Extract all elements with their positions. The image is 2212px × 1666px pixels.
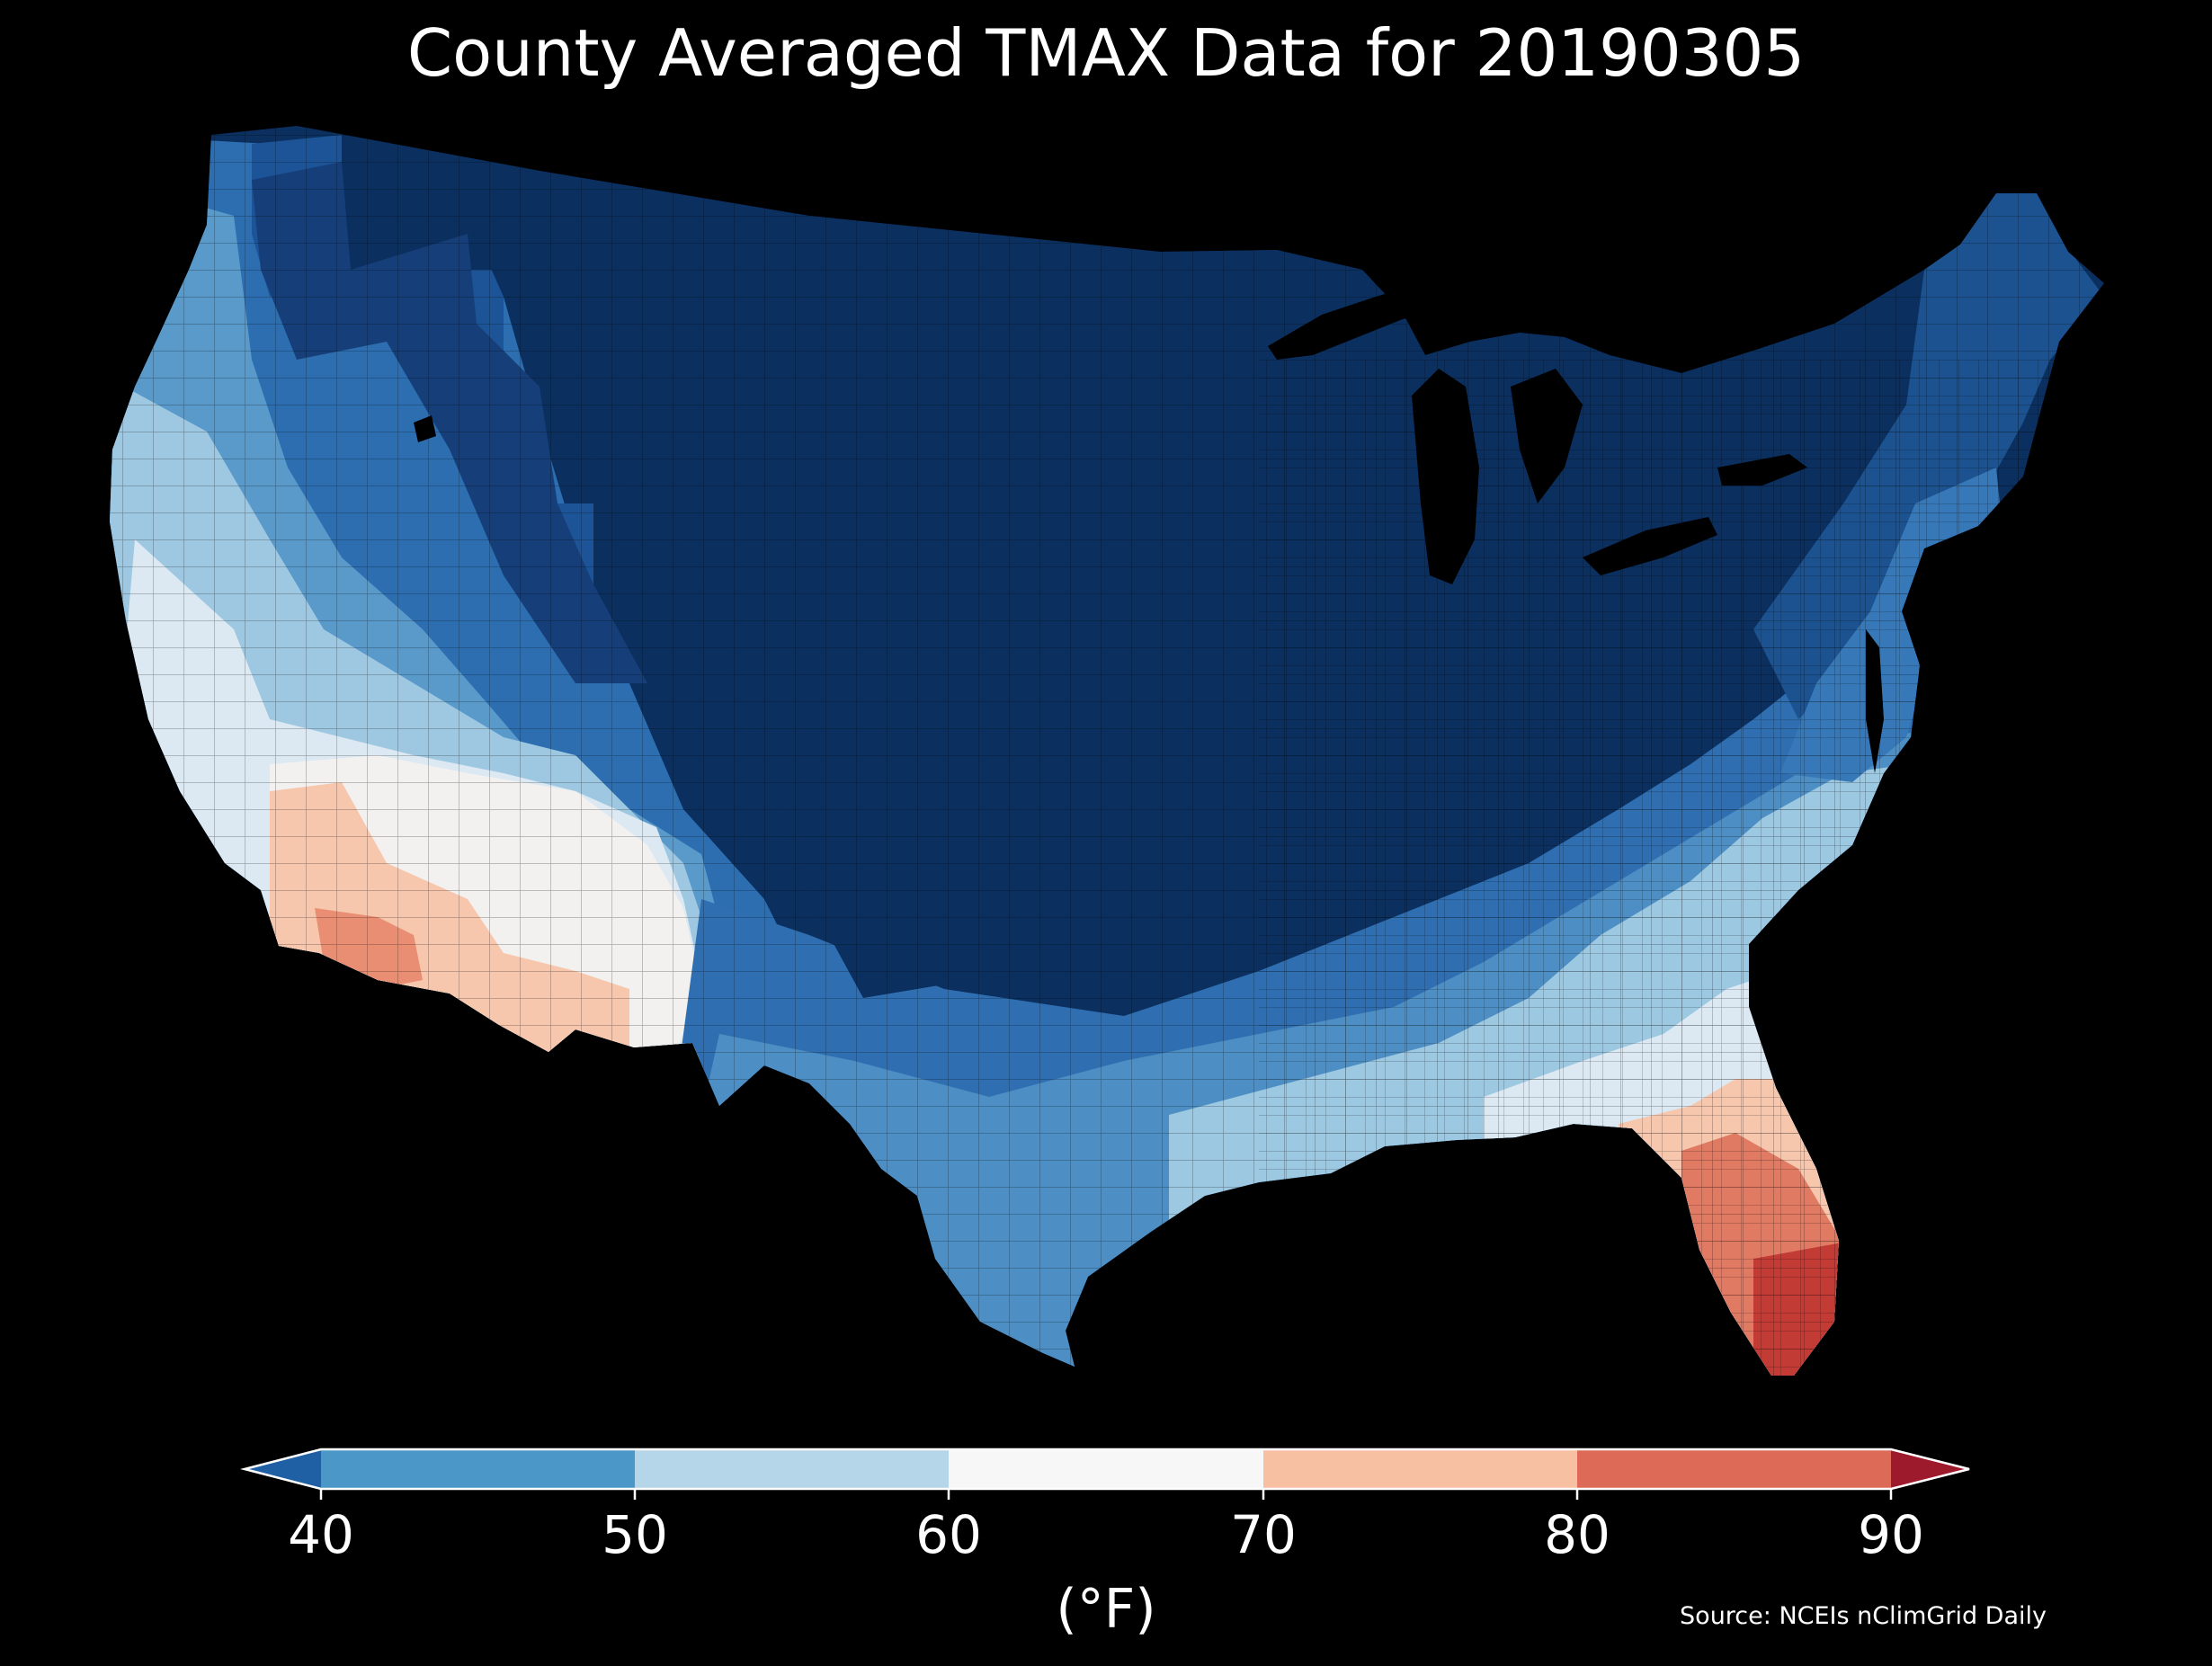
great-salt-lake (414, 415, 436, 442)
tick-label-60: 60 (915, 1504, 982, 1565)
source-credit: Source: NCEIs nClimGrid Daily (1680, 1602, 2047, 1630)
lake-superior (1268, 281, 1475, 360)
tick-label-40: 40 (288, 1504, 354, 1565)
lake-michigan (1412, 369, 1479, 584)
tick-label-80: 80 (1544, 1504, 1610, 1565)
colorbar-units-label: (°F) (1056, 1578, 1156, 1641)
lake-ontario (1717, 454, 1807, 486)
chesapeake-bay (1866, 629, 1884, 773)
tick-label-90: 90 (1858, 1504, 1924, 1565)
map-title: County Averaged TMAX Data for 20190305 (406, 15, 1806, 91)
lake-huron (1511, 369, 1583, 503)
lake-erie (1583, 517, 1717, 575)
tick-label-50: 50 (602, 1504, 668, 1565)
tick-label-70: 70 (1230, 1504, 1297, 1565)
